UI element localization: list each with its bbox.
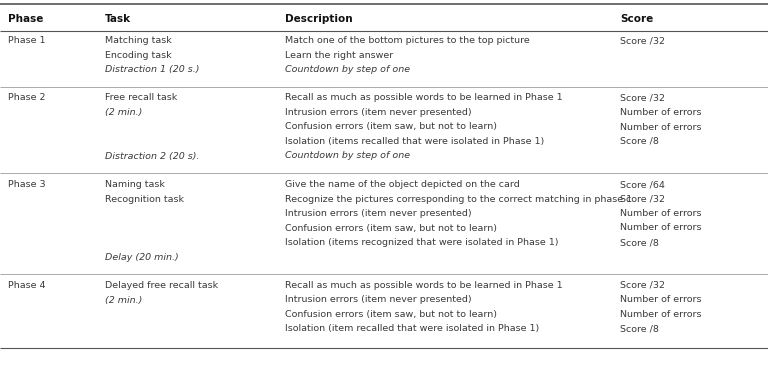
- Text: Intrusion errors (item never presented): Intrusion errors (item never presented): [285, 108, 472, 117]
- Text: Recall as much as possible words to be learned in Phase 1: Recall as much as possible words to be l…: [285, 281, 563, 290]
- Text: Learn the right answer: Learn the right answer: [285, 50, 393, 60]
- Text: Score /32: Score /32: [620, 195, 665, 204]
- Text: Distraction 2 (20 s).: Distraction 2 (20 s).: [105, 151, 200, 161]
- Text: Phase 2: Phase 2: [8, 94, 45, 103]
- Text: Isolation (items recognized that were isolated in Phase 1): Isolation (items recognized that were is…: [285, 238, 558, 247]
- Text: Recognition task: Recognition task: [105, 195, 184, 204]
- Text: Intrusion errors (item never presented): Intrusion errors (item never presented): [285, 296, 472, 305]
- Text: Score /32: Score /32: [620, 36, 665, 45]
- Text: Phase: Phase: [8, 14, 43, 24]
- Text: Number of errors: Number of errors: [620, 209, 701, 218]
- Text: Match one of the bottom pictures to the top picture: Match one of the bottom pictures to the …: [285, 36, 530, 45]
- Text: Number of errors: Number of errors: [620, 310, 701, 319]
- Text: Distraction 1 (20 s.): Distraction 1 (20 s.): [105, 65, 200, 74]
- Text: Countdown by step of one: Countdown by step of one: [285, 151, 410, 161]
- Text: Score /64: Score /64: [620, 180, 665, 189]
- Text: Recognize the pictures corresponding to the correct matching in phase 1: Recognize the pictures corresponding to …: [285, 195, 632, 204]
- Text: Score /32: Score /32: [620, 281, 665, 290]
- Text: (2 min.): (2 min.): [105, 296, 142, 305]
- Text: Naming task: Naming task: [105, 180, 165, 189]
- Text: Score /32: Score /32: [620, 94, 665, 103]
- Text: Score /8: Score /8: [620, 324, 659, 333]
- Text: Matching task: Matching task: [105, 36, 172, 45]
- Text: Confusion errors (item saw, but not to learn): Confusion errors (item saw, but not to l…: [285, 122, 497, 131]
- Text: Recall as much as possible words to be learned in Phase 1: Recall as much as possible words to be l…: [285, 94, 563, 103]
- Text: Encoding task: Encoding task: [105, 50, 171, 60]
- Text: (2 min.): (2 min.): [105, 108, 142, 117]
- Text: Score: Score: [620, 14, 654, 24]
- Text: Score /8: Score /8: [620, 238, 659, 247]
- Text: Isolation (items recalled that were isolated in Phase 1): Isolation (items recalled that were isol…: [285, 137, 545, 146]
- Text: Number of errors: Number of errors: [620, 108, 701, 117]
- Text: Give the name of the object depicted on the card: Give the name of the object depicted on …: [285, 180, 520, 189]
- Text: Phase 4: Phase 4: [8, 281, 45, 290]
- Text: Score /8: Score /8: [620, 137, 659, 146]
- Text: Confusion errors (item saw, but not to learn): Confusion errors (item saw, but not to l…: [285, 223, 497, 232]
- Text: Number of errors: Number of errors: [620, 296, 701, 305]
- Text: Number of errors: Number of errors: [620, 122, 701, 131]
- Text: Intrusion errors (item never presented): Intrusion errors (item never presented): [285, 209, 472, 218]
- Text: Confusion errors (item saw, but not to learn): Confusion errors (item saw, but not to l…: [285, 310, 497, 319]
- Text: Free recall task: Free recall task: [105, 94, 177, 103]
- Text: Description: Description: [285, 14, 353, 24]
- Text: Task: Task: [105, 14, 131, 24]
- Text: Delayed free recall task: Delayed free recall task: [105, 281, 218, 290]
- Text: Delay (20 min.): Delay (20 min.): [105, 252, 179, 262]
- Text: Isolation (item recalled that were isolated in Phase 1): Isolation (item recalled that were isola…: [285, 324, 539, 333]
- Text: Phase 3: Phase 3: [8, 180, 45, 189]
- Text: Phase 1: Phase 1: [8, 36, 45, 45]
- Text: Number of errors: Number of errors: [620, 223, 701, 232]
- Text: Countdown by step of one: Countdown by step of one: [285, 65, 410, 74]
